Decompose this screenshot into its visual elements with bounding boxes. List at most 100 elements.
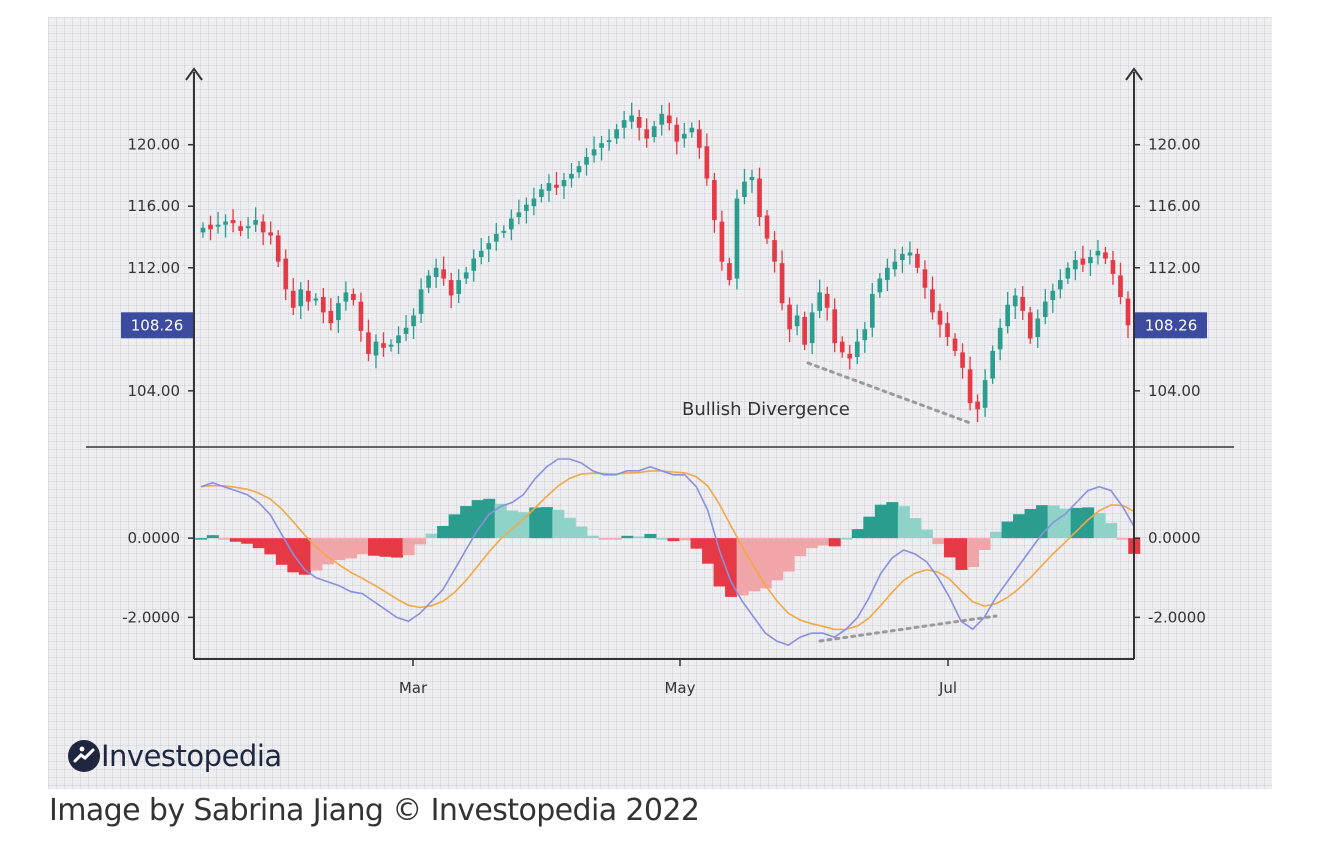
candle-body bbox=[298, 289, 304, 307]
histogram-bar bbox=[667, 538, 674, 542]
histogram-bar bbox=[506, 510, 513, 539]
histogram-bar bbox=[344, 538, 352, 559]
candle-body bbox=[328, 310, 334, 324]
histogram-bar bbox=[817, 538, 824, 546]
histogram-bar bbox=[500, 503, 507, 539]
candle-body bbox=[1005, 304, 1011, 327]
price-tick-label-left: 120.00 bbox=[128, 136, 181, 154]
candle-body bbox=[426, 275, 431, 288]
macd-divergence-line bbox=[818, 614, 998, 643]
histogram-bar bbox=[465, 506, 473, 539]
histogram-bar bbox=[391, 538, 398, 558]
candle-body bbox=[463, 272, 469, 279]
candle-body bbox=[238, 226, 243, 231]
candle-body bbox=[223, 221, 228, 225]
histogram-bar bbox=[632, 536, 640, 539]
histogram-bar bbox=[569, 517, 576, 539]
histogram-bar bbox=[575, 526, 582, 539]
histogram-bar bbox=[972, 538, 979, 568]
histogram-bar bbox=[494, 503, 501, 539]
histogram-bar bbox=[379, 538, 386, 557]
candle-body bbox=[742, 181, 747, 197]
histogram-bar bbox=[748, 538, 755, 592]
histogram-bar bbox=[1064, 508, 1072, 539]
candle-body bbox=[290, 290, 296, 308]
histogram-bar bbox=[385, 538, 392, 557]
histogram-bar bbox=[771, 538, 778, 581]
histogram-bar bbox=[1105, 523, 1112, 539]
histogram-bar bbox=[442, 525, 450, 539]
candle-body bbox=[982, 380, 988, 408]
candle-body bbox=[200, 227, 206, 233]
candle-body bbox=[712, 180, 717, 221]
candle-body bbox=[629, 115, 634, 122]
candle-body bbox=[448, 280, 454, 296]
histogram-bar bbox=[431, 533, 438, 539]
macd-tick-label-right: -2.0000 bbox=[1148, 608, 1206, 626]
candle-body bbox=[336, 303, 341, 321]
histogram-bar bbox=[512, 510, 519, 539]
candle-body bbox=[493, 233, 499, 242]
histogram-bar bbox=[517, 512, 525, 539]
candle-body bbox=[937, 310, 943, 325]
histogram-bar bbox=[730, 538, 738, 597]
histogram-bar bbox=[943, 538, 951, 558]
histogram-bar bbox=[362, 538, 369, 555]
candle-body bbox=[772, 240, 777, 262]
price-tick-label-right: 112.00 bbox=[1148, 259, 1201, 277]
histogram-bar bbox=[1110, 523, 1118, 539]
candle-body bbox=[757, 178, 762, 217]
histogram-bar bbox=[1013, 514, 1020, 539]
macd-candlestick-chart: 120.00 120.00 116.00 116.00 112.00 112.00 104.… bbox=[86, 67, 1234, 697]
candle-body bbox=[478, 250, 484, 257]
histogram-bar bbox=[650, 533, 657, 539]
histogram-bar bbox=[1007, 521, 1014, 539]
histogram-bar bbox=[776, 538, 784, 581]
candle-body bbox=[599, 143, 604, 148]
candle-body bbox=[358, 301, 364, 331]
price-tick-label-left: 112.00 bbox=[128, 259, 181, 277]
price-tag-left-bg bbox=[121, 312, 193, 339]
candle-body bbox=[1027, 312, 1033, 339]
histogram-bar bbox=[1018, 514, 1026, 539]
candle-body bbox=[569, 173, 574, 179]
candle-body bbox=[351, 293, 356, 301]
candle-body bbox=[554, 184, 559, 188]
candle-body bbox=[1080, 258, 1086, 265]
histogram-bar bbox=[609, 538, 617, 540]
candle-body bbox=[433, 267, 439, 277]
histogram-bar bbox=[598, 538, 605, 540]
histogram-bar bbox=[995, 531, 1003, 539]
histogram-bar bbox=[966, 538, 974, 568]
macd-tick-label-left: -2.0000 bbox=[122, 608, 180, 626]
histogram-bar bbox=[1053, 505, 1060, 539]
histogram-bar bbox=[327, 538, 334, 565]
histogram-bar bbox=[396, 538, 404, 558]
price-tick-label-right: 120.00 bbox=[1148, 136, 1201, 154]
axes bbox=[86, 67, 1234, 666]
candle-body bbox=[854, 341, 860, 357]
histogram-bar bbox=[477, 500, 484, 539]
histogram-bar bbox=[1087, 507, 1095, 539]
histogram-bar bbox=[857, 529, 864, 539]
histogram-bar bbox=[586, 535, 594, 539]
histogram-bar bbox=[978, 538, 985, 550]
histogram-bar bbox=[310, 538, 317, 571]
candle-body bbox=[824, 293, 830, 308]
candle-body bbox=[208, 224, 213, 230]
candle-body bbox=[230, 220, 236, 224]
candle-body bbox=[283, 258, 289, 290]
candle-body bbox=[892, 261, 898, 270]
signal-line bbox=[200, 470, 1135, 631]
candle-body bbox=[659, 113, 665, 125]
histogram-bar bbox=[851, 529, 859, 539]
histogram-bar bbox=[920, 529, 928, 539]
candle-body bbox=[621, 120, 627, 128]
candle-body bbox=[501, 230, 507, 233]
histogram-bar bbox=[264, 538, 271, 555]
candle-body bbox=[704, 146, 710, 179]
histogram-bar bbox=[782, 538, 789, 572]
histogram-bar bbox=[535, 507, 542, 539]
candle-body bbox=[1110, 260, 1116, 274]
candle-body bbox=[268, 232, 274, 236]
